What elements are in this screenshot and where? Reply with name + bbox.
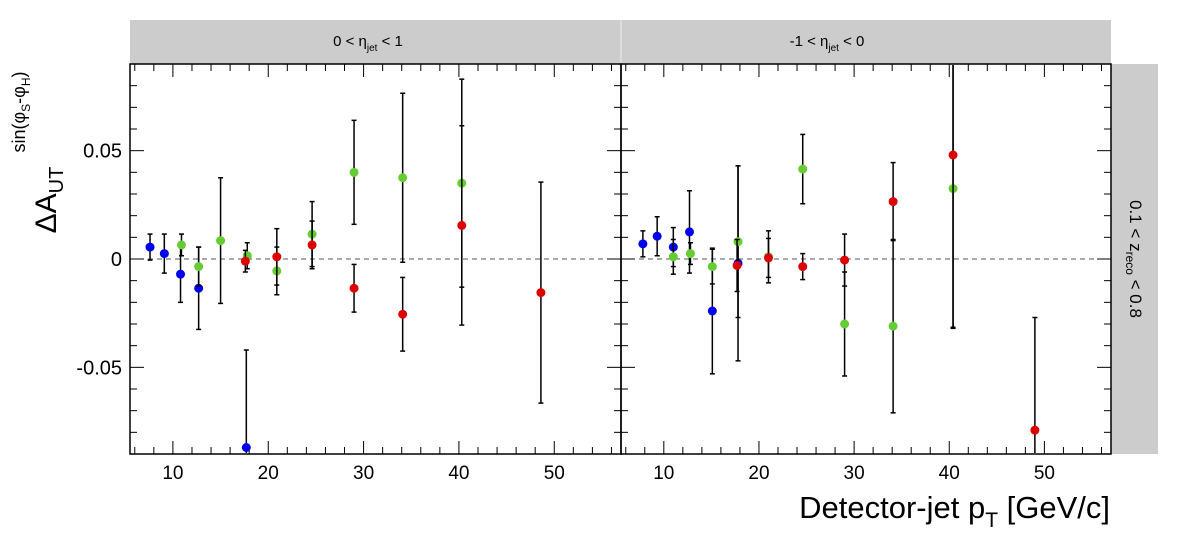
data-point-green: [685, 249, 695, 259]
data-point-red: [457, 220, 467, 230]
panel-header-right: -1 < ηjet < 0: [790, 33, 865, 54]
data-point-green: [349, 167, 359, 177]
x-tick-label: 10: [653, 463, 674, 484]
x-tick-label: 40: [448, 463, 469, 484]
x-tick-label: 40: [939, 463, 960, 484]
y-tick-label: 0: [111, 249, 122, 271]
panels-layer: 10 20 30 40 50 0.05 0 -0.05 10 20 30 40 50: [76, 63, 1112, 484]
header-strip-right: [621, 20, 1111, 64]
data-point-red: [1030, 425, 1040, 435]
y-tick-label: -0.05: [76, 357, 122, 379]
data-point-red: [763, 253, 773, 263]
x-tick-label: 50: [544, 463, 565, 484]
data-point-red: [398, 309, 408, 319]
data-point-red: [240, 256, 250, 266]
data-point-green: [398, 173, 408, 183]
y-axis-title-superscript: sin(φS-φH): [9, 71, 33, 152]
data-point-green: [733, 237, 743, 247]
row-strip: [1111, 64, 1158, 454]
data-point-green: [888, 321, 898, 331]
header-strip-left: [130, 20, 621, 64]
data-point-red: [798, 262, 808, 272]
data-point-green: [668, 252, 678, 262]
data-point-green: [840, 319, 850, 329]
data-point-red: [732, 261, 742, 270]
data-point-blue: [652, 231, 662, 241]
data-point-red: [272, 252, 282, 262]
x-tick-label: 20: [258, 463, 279, 484]
x-tick-label: 50: [1034, 463, 1055, 484]
data-point-red: [536, 288, 546, 298]
data-point-red: [888, 197, 898, 207]
data-point-green: [798, 164, 808, 174]
x-tick-label: 10: [162, 463, 183, 484]
data-point-green: [707, 262, 717, 272]
data-point-blue: [145, 242, 155, 252]
data-point-blue: [707, 306, 717, 316]
data-point-green: [216, 236, 226, 246]
x-tick-label: 30: [844, 463, 865, 484]
data-point-blue: [241, 443, 251, 452]
data-point-blue: [176, 269, 186, 279]
y-tick-label: 0.05: [83, 141, 122, 163]
data-point-green: [194, 262, 204, 272]
data-point-red: [840, 255, 850, 265]
data-point-red: [349, 283, 359, 293]
y-axis-title: ΔAUT: [30, 167, 68, 234]
data-point-blue: [638, 239, 648, 249]
row-label: 0.1 < zreco < 0.8: [1123, 200, 1145, 318]
x-tick-label: 30: [353, 463, 374, 484]
data-point-blue: [159, 249, 169, 259]
x-axis-title: Detector-jet pT [GeV/c]: [799, 490, 1110, 532]
data-point-red: [307, 240, 317, 250]
data-point-blue: [685, 227, 695, 237]
data-point-green: [176, 240, 186, 250]
x-tick-label: 20: [748, 463, 769, 484]
data-point-red: [948, 150, 958, 160]
panel-header-left: 0 < ηjet < 1: [333, 33, 403, 54]
